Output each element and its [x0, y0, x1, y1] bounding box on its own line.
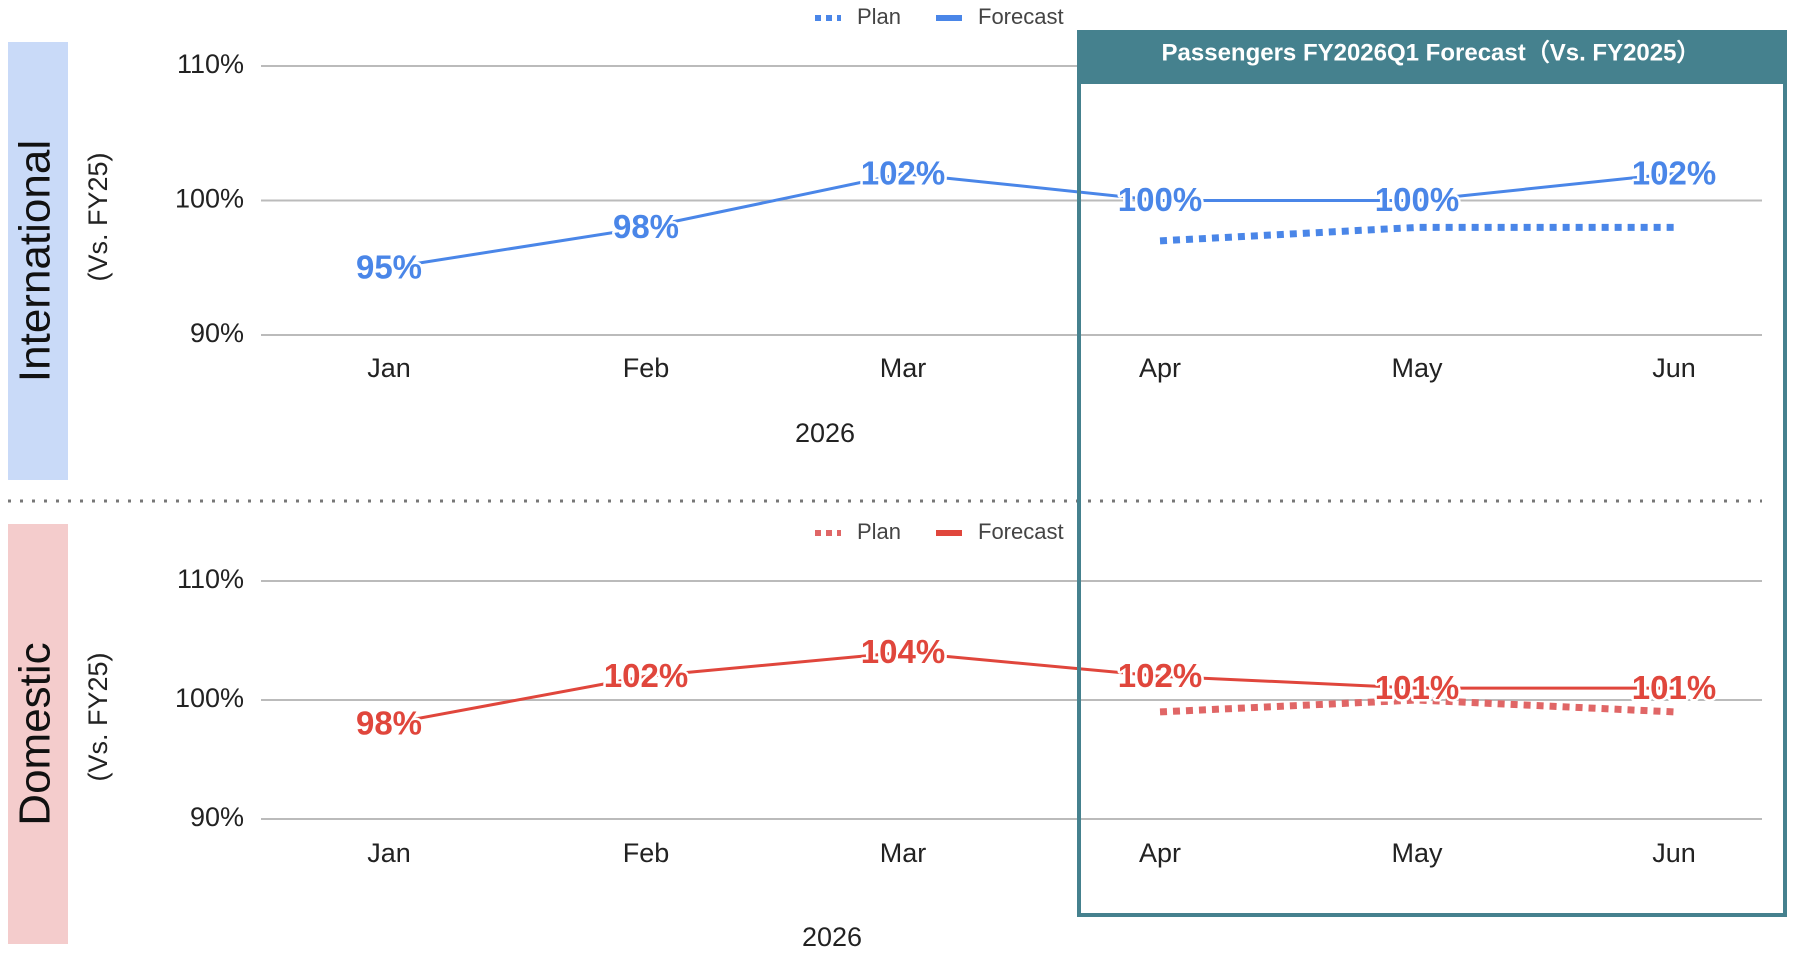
x-tick-label: Apr: [1139, 838, 1181, 868]
charts: International (Vs. FY25) 90% 100% 110% Jan Feb…: [8, 4, 1762, 952]
x-axis-label: 2026: [802, 922, 862, 952]
legend-label: Plan: [857, 4, 901, 29]
y-tick-label: 110%: [177, 49, 244, 79]
x-axis-label: 2026: [795, 418, 855, 448]
y-tick-label: 110%: [177, 564, 244, 594]
x-tick-label: Jun: [1652, 838, 1696, 868]
x-tick-label: May: [1391, 838, 1443, 868]
plan-line: [1159, 223, 1674, 245]
legend-label: Forecast: [978, 4, 1064, 29]
data-label: 95%: [356, 248, 422, 285]
section-band: [8, 42, 68, 480]
forecast-line: [388, 650, 1674, 726]
section-label: Domestic: [11, 642, 60, 825]
highlight-title: Passengers FY2026Q1 Forecast（Vs. FY2025）: [1162, 39, 1701, 66]
legend-label: Plan: [857, 519, 901, 544]
data-label: 102%: [604, 657, 688, 694]
data-label: 98%: [613, 208, 679, 245]
x-tick-label: Jun: [1652, 353, 1696, 383]
legend-label: Forecast: [978, 519, 1064, 544]
y-tick-label: 100%: [175, 683, 244, 713]
x-tick-label: Mar: [880, 353, 927, 383]
y-axis-label: (Vs. FY25): [83, 652, 113, 781]
y-tick-label: 90%: [190, 318, 244, 348]
data-label: 104%: [861, 633, 945, 670]
x-tick-label: Mar: [880, 838, 927, 868]
x-tick-label: Feb: [623, 353, 670, 383]
data-label: 101%: [1632, 669, 1716, 706]
highlight-header: [1079, 32, 1785, 84]
section-band: [8, 524, 68, 944]
y-tick-label: 100%: [175, 184, 244, 214]
y-tick-label: 90%: [190, 802, 244, 832]
data-label: 101%: [1375, 669, 1459, 706]
data-label: 102%: [1118, 657, 1202, 694]
forecast-line: [388, 172, 1675, 270]
section-label: International: [11, 140, 60, 382]
data-label: 100%: [1118, 181, 1202, 218]
y-axis-label: (Vs. FY25): [83, 152, 113, 281]
x-tick-label: Apr: [1139, 353, 1181, 383]
data-label: 100%: [1375, 181, 1459, 218]
x-tick-label: Jan: [367, 838, 411, 868]
data-label: 98%: [356, 705, 422, 742]
data-label: 102%: [1632, 154, 1716, 191]
data-label: 102%: [861, 154, 945, 191]
x-tick-label: May: [1391, 353, 1443, 383]
x-tick-label: Feb: [623, 838, 670, 868]
x-tick-label: Jan: [367, 353, 411, 383]
